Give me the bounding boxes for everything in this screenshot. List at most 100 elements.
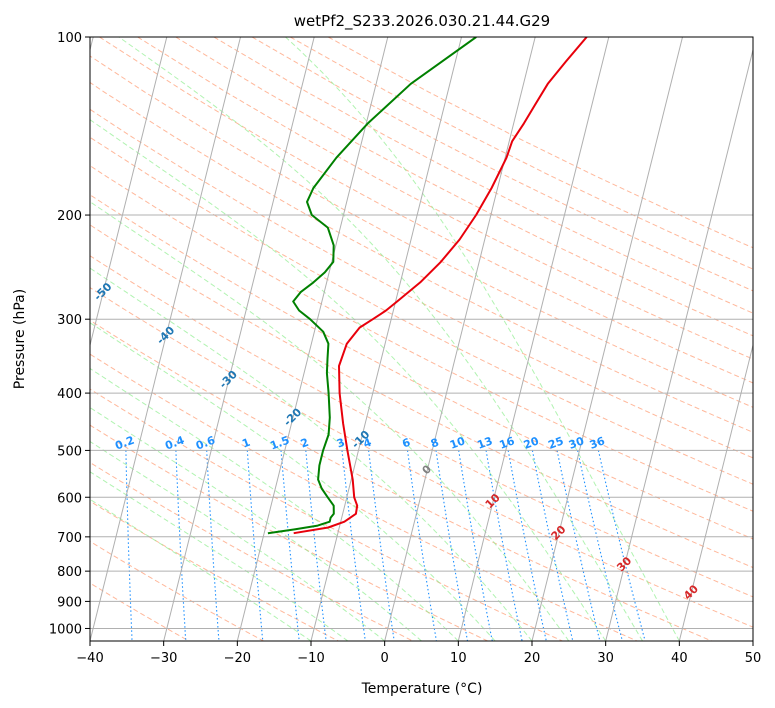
mixing-ratio-label: 25 [546,434,565,451]
dry-adiabat [90,388,563,641]
moist-adiabat [90,471,349,641]
dry-adiabat [90,165,753,512]
y-tick-label: 800 [57,565,82,580]
isotherm-label: 0 [420,462,435,477]
y-tick-label: 600 [57,491,82,506]
dry-adiabat [90,424,488,641]
mixing-ratio-line [485,450,523,641]
y-tick-label: 200 [57,209,82,224]
x-tick-label: −40 [76,651,103,666]
moist-adiabat [90,498,312,641]
mixing-ratio-line [458,450,493,641]
moist-adiabat [90,322,496,641]
mixing-ratio-label: 13 [475,434,494,451]
isotherm-line [384,37,536,641]
y-ticks: 100 200 300 400 500 600 700 800 900 1000 [49,31,90,637]
moist-adiabat [285,37,680,641]
mixing-ratio-label: 8 [429,436,441,451]
dry-adiabat [90,319,712,641]
isotherm-line [236,37,389,641]
dry-adiabat [90,55,753,408]
dry-adiabat [90,108,753,459]
mixing-ratio-label: 6 [400,436,412,451]
isotherm-label: -30 [217,368,240,391]
y-axis-label: Pressure (hPa) [12,289,28,389]
isotherm-line [457,37,610,641]
dry-adiabat [90,582,190,641]
isotherm-label: -60 [28,239,51,262]
dry-adiabat [175,37,753,337]
x-tick-label: 50 [745,651,762,666]
moist-adiabat [118,37,643,641]
mixing-ratio-line [341,450,366,641]
mixing-ratio-line [206,450,220,641]
moist-adiabat [90,406,422,641]
mixing-ratio-line [280,450,300,641]
y-tick-label: 300 [57,313,82,328]
mixing-ratio-label: 3 [335,436,347,451]
x-tick-label: −20 [224,651,251,666]
y-tick-label: 100 [57,31,82,46]
x-ticks: −40 −30 −20 −10 0 10 20 30 40 50 [76,641,761,666]
mixing-ratio-line [577,450,623,641]
mixing-ratio-line [175,450,187,641]
mixing-ratio-label: 2 [299,436,311,451]
y-tick-label: 700 [57,531,82,546]
mixing-ratio-line [305,450,327,641]
dry-adiabat [90,81,753,433]
mixing-ratio-line [246,450,264,641]
dry-adiabat [137,37,753,360]
moist-adiabat [90,367,459,641]
isotherm-line [678,343,753,641]
temperature-profile-line [293,37,588,535]
dry-adiabat [90,136,753,485]
mixing-ratio-label: 4 [362,436,374,451]
y-tick-label: 900 [57,595,82,610]
dry-adiabat [90,194,753,540]
moist-adiabat [90,201,570,641]
mixing-ratio-line [125,450,133,641]
isotherm-label: -20 [281,405,304,428]
y-tick-label: 500 [57,444,82,459]
dry-adiabat [90,353,638,641]
isotherm-label: 10 [483,491,503,511]
isotherm-line [90,37,241,641]
dry-adiabat [90,255,753,598]
mixing-ratio-line [556,450,601,641]
mixing-ratio-line [507,450,547,641]
mixing-ratio-labels-layer: 0.2 0.4 0.6 1 1.5 2 3 4 6 8 10 13 16 20 25 30 36 [113,434,607,453]
mixing-ratio-line [406,450,437,641]
x-tick-label: −30 [150,651,177,666]
x-tick-label: 20 [524,651,541,666]
dry-adiabat [90,286,753,628]
x-tick-label: 30 [597,651,614,666]
isotherm-line [605,47,753,641]
y-tick-label: 400 [57,387,82,402]
isotherm-label: 20 [549,523,569,543]
x-tick-label: 0 [381,651,389,666]
mixing-ratio-label: 36 [588,434,607,452]
plot-frame [89,36,754,642]
x-tick-label: −10 [297,651,324,666]
isotherm-label: -40 [154,324,177,347]
y-tick-label: 1000 [49,622,82,637]
dry-adiabat [328,37,753,249]
background-lines-layer [90,37,753,641]
dewpoint-profile-line [267,37,477,535]
mixing-ratio-label: 1 [240,436,252,451]
mixing-ratio-label: 10 [448,434,467,452]
profiles-layer [267,37,588,535]
mixing-ratio-label: 20 [522,434,541,452]
isotherm-line [310,37,462,641]
x-tick-label: 10 [450,651,467,666]
mixing-ratio-line [597,450,646,641]
mixing-ratio-line [368,450,395,641]
mixing-ratio-label: 0.4 [163,434,186,453]
chart-title: wetPf2_S233.2026.030.21.44.G29 [294,12,550,31]
isotherm-line [531,37,683,641]
mixing-ratio-line [435,450,469,641]
isotherm-line [163,37,315,641]
moist-adiabat [90,440,385,641]
